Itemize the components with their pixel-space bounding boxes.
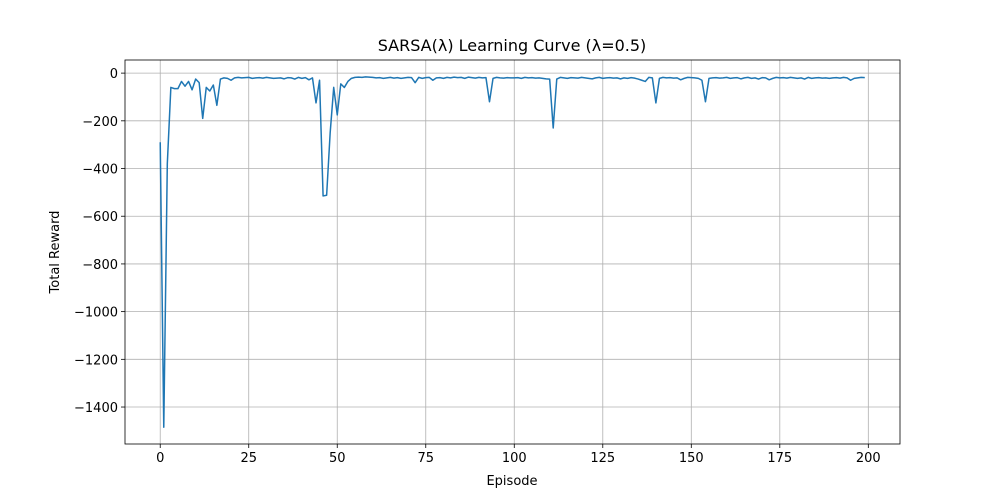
y-tick-label: −200 [82, 115, 118, 130]
x-tick-label: 175 [767, 451, 792, 466]
y-tick-label: −600 [82, 210, 118, 225]
x-tick-label: 75 [417, 451, 434, 466]
y-tick-label: −1200 [74, 353, 118, 368]
x-tick-label: 150 [679, 451, 704, 466]
x-tick-label: 50 [329, 451, 346, 466]
y-axis-label: Total Reward [48, 211, 63, 295]
y-tick-label: −400 [82, 163, 118, 178]
y-tick-label: −1400 [74, 401, 118, 416]
plot-frame [124, 59, 901, 445]
data-line [159, 76, 865, 429]
y-tick-label: −800 [82, 258, 118, 273]
y-tick-label: 0 [110, 67, 118, 82]
x-tick-label: 0 [156, 451, 164, 466]
x-tick-label: 200 [856, 451, 881, 466]
x-axis-label: Episode [486, 474, 537, 489]
y-tick-label: −1000 [74, 306, 118, 321]
x-tick-label: 25 [240, 451, 257, 466]
x-tick-label: 125 [590, 451, 615, 466]
x-tick-label: 100 [502, 451, 527, 466]
chart-title: SARSA(λ) Learning Curve (λ=0.5) [378, 36, 647, 55]
